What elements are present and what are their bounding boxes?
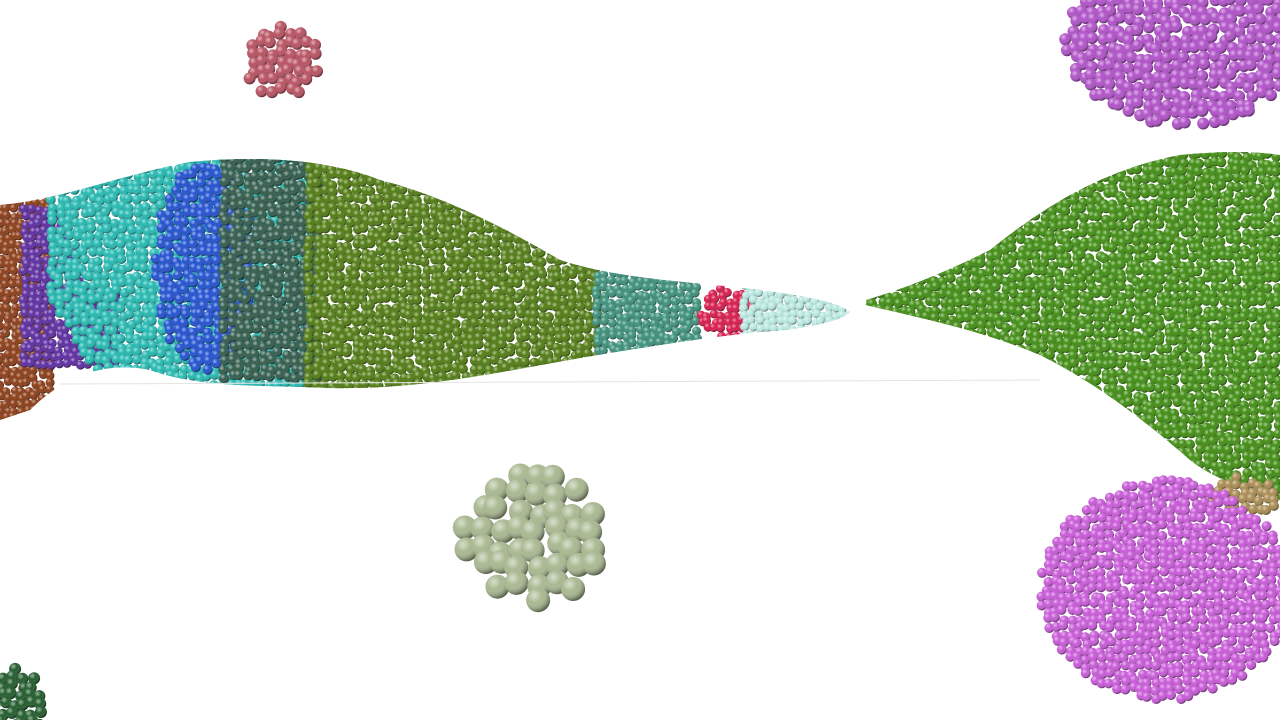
- horizon-line: [59, 379, 1041, 385]
- rose-cluster: [243, 20, 323, 99]
- bright-green-cluster: [866, 151, 1280, 500]
- magenta-top-cluster: [1059, 0, 1280, 130]
- sage-cluster: [452, 463, 606, 613]
- right-green-mass: [866, 151, 1280, 500]
- olive-cluster: [302, 159, 604, 400]
- magenta-bottom-cluster: [1036, 475, 1280, 704]
- dark-green-cluster: [0, 662, 47, 720]
- teal-cluster: [591, 253, 703, 365]
- pale-cyan-cluster: [739, 273, 850, 349]
